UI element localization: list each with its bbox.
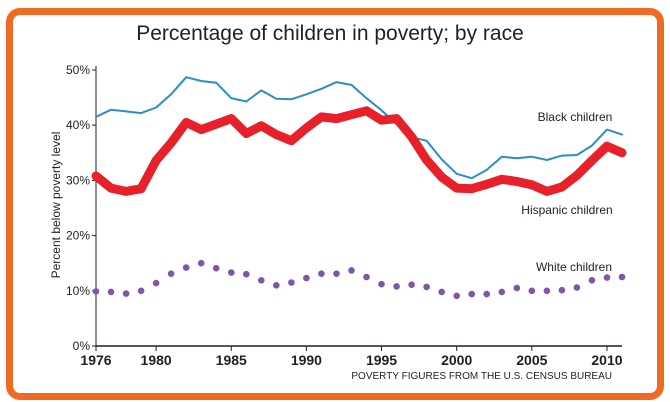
series-point-white	[197, 259, 205, 267]
series-point-white	[588, 277, 596, 284]
series-point-white	[258, 277, 265, 284]
series-point-white	[573, 284, 581, 291]
series-point-white	[603, 274, 611, 281]
y-tick-label: 20%	[66, 229, 90, 243]
series-point-white	[288, 279, 295, 286]
series-point-white	[107, 288, 115, 296]
series-point-white	[423, 283, 430, 291]
series-point-white	[243, 270, 250, 278]
series-point-white	[228, 269, 235, 276]
x-tick-label: 1990	[291, 352, 322, 368]
series-label-hispanic: Hispanic children	[521, 203, 612, 217]
y-tick-label: 10%	[66, 284, 90, 298]
series-point-white	[513, 284, 521, 292]
series-point-white	[528, 287, 536, 295]
series-point-white	[167, 270, 175, 278]
series-point-white	[483, 290, 491, 298]
series-line-hispanic	[91, 106, 627, 196]
series-point-white	[393, 283, 400, 290]
series-point-white	[182, 264, 190, 271]
series-point-white	[558, 286, 566, 294]
x-tick-label: 1985	[216, 352, 247, 368]
series-point-white	[468, 290, 476, 298]
chart-title: Percentage of children in poverty; by ra…	[136, 22, 524, 45]
series-point-white	[92, 288, 100, 295]
x-tick-label: 2005	[516, 352, 547, 368]
x-tick-label: 1976	[80, 352, 111, 368]
series-point-white	[348, 267, 355, 274]
series-point-white	[152, 279, 160, 287]
chart-frame	[6, 8, 664, 400]
y-tick-label: 0%	[73, 339, 91, 353]
series-point-white	[333, 270, 340, 278]
series-point-white	[137, 287, 145, 295]
series-point-white	[212, 264, 220, 272]
series-point-white	[303, 274, 310, 282]
x-tick-label: 1980	[141, 352, 172, 368]
y-tick-label: 30%	[66, 173, 90, 187]
x-tick-label: 2010	[591, 352, 622, 368]
series-line-black	[95, 76, 623, 180]
x-tick-label: 1995	[366, 352, 397, 368]
series-label-black: Black children	[538, 110, 613, 124]
series-point-white	[618, 273, 626, 281]
series-point-white	[438, 288, 446, 296]
source-note: POVERTY FIGURES FROM THE U.S. CENSUS BUR…	[351, 371, 612, 382]
x-tick-label: 2000	[441, 352, 472, 368]
y-axis-label: Percent below poverty level	[49, 132, 63, 279]
series-point-white	[378, 280, 385, 288]
series-point-white	[318, 270, 325, 278]
series-label-white: White children	[536, 260, 612, 274]
y-tick-label: 50%	[66, 63, 90, 77]
series-point-white	[543, 287, 551, 295]
series-point-white	[122, 290, 130, 297]
series-point-white	[273, 282, 280, 289]
series-point-white	[363, 273, 370, 281]
series-point-white	[498, 288, 506, 296]
y-tick-label: 40%	[66, 118, 90, 132]
series-point-white	[408, 281, 415, 289]
series-point-white	[453, 292, 461, 300]
